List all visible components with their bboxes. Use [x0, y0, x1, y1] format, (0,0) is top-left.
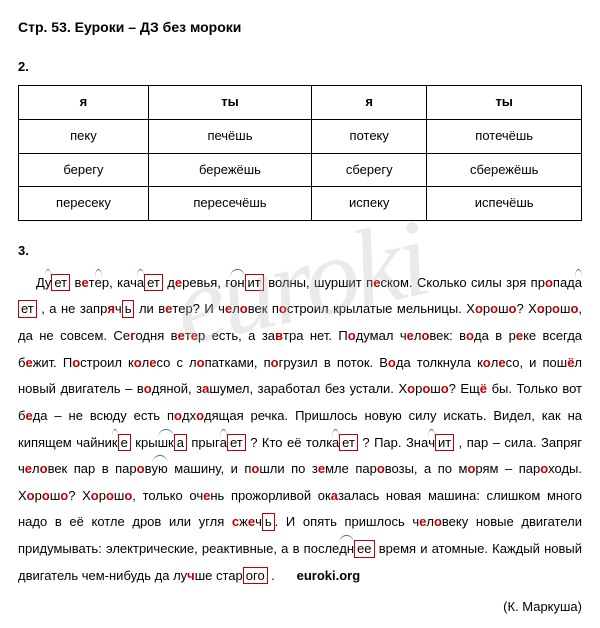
col-header: ты	[148, 86, 311, 120]
col-header: я	[312, 86, 427, 120]
table-cell: пеку	[19, 119, 149, 153]
table-row: берегу бережёшь сберегу сбережёшь	[19, 153, 582, 187]
col-header: я	[19, 86, 149, 120]
table-cell: бережёшь	[148, 153, 311, 187]
table-cell: пересеку	[19, 187, 149, 221]
table-cell: пересечёшь	[148, 187, 311, 221]
table-cell: потеку	[312, 119, 427, 153]
table-cell: сберегу	[312, 153, 427, 187]
table-header-row: я ты я ты	[19, 86, 582, 120]
table-cell: берегу	[19, 153, 149, 187]
table-row: пеку печёшь потеку потечёшь	[19, 119, 582, 153]
table-cell: испеку	[312, 187, 427, 221]
conjugation-table: я ты я ты пеку печёшь потеку потечёшь бе…	[18, 85, 582, 221]
table-cell: сбережёшь	[427, 153, 582, 187]
table-cell: печёшь	[148, 119, 311, 153]
section-2-number: 2.	[18, 55, 582, 80]
exercise-text: Дует ветер, качает деревья, гонит волны,…	[18, 270, 582, 590]
col-header: ты	[427, 86, 582, 120]
table-cell: испечёшь	[427, 187, 582, 221]
author-attribution: (К. Маркуша)	[18, 595, 582, 620]
section-3-number: 3.	[18, 239, 582, 264]
euroki-link: euroki.org	[297, 568, 361, 583]
page-header: Стр. 53. Еуроки – ДЗ без мороки	[18, 14, 582, 41]
table-row: пересеку пересечёшь испеку испечёшь	[19, 187, 582, 221]
table-cell: потечёшь	[427, 119, 582, 153]
